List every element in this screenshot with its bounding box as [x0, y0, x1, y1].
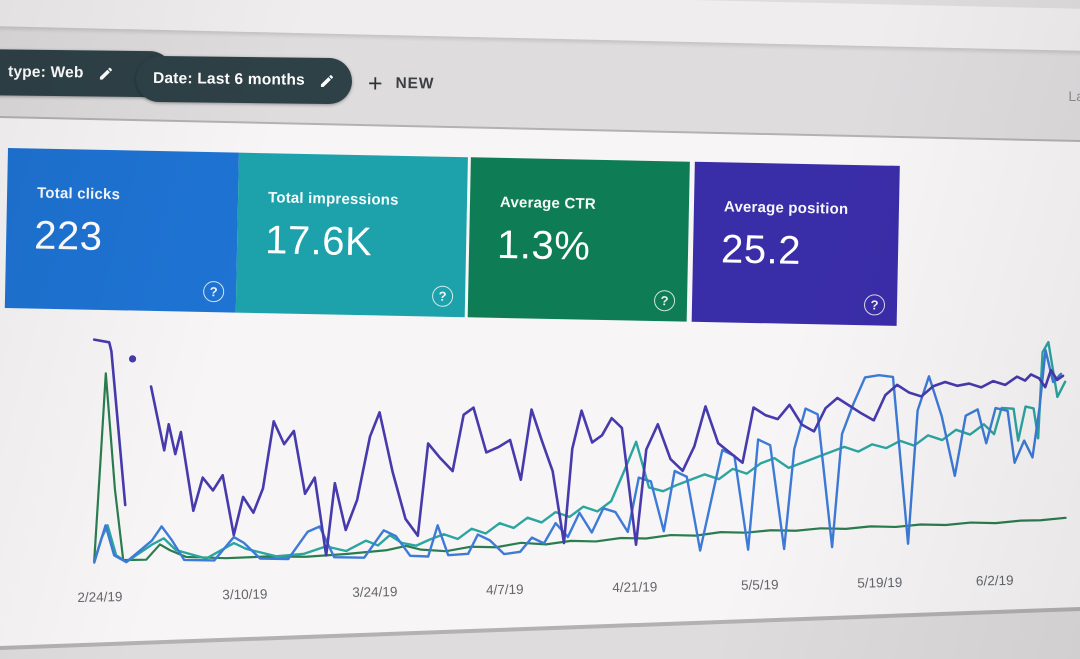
card-label: Total clicks: [36, 184, 121, 204]
series-line-average-position: [92, 338, 127, 507]
date-filter-chip[interactable]: Date: Last 6 months: [135, 55, 353, 105]
card-value: 25.2: [720, 227, 802, 273]
x-axis-label: 3/10/19: [222, 586, 268, 603]
series-line-average-ctr: [93, 372, 1067, 562]
series-line-total-impressions: [93, 340, 1067, 564]
x-axis-label: 5/19/19: [857, 574, 903, 591]
data-point-dot: [128, 355, 137, 363]
x-axis-label: 6/2/19: [975, 572, 1014, 589]
x-axis-label: 4/7/19: [485, 581, 524, 598]
partial-top-right-text: La: [1068, 88, 1080, 104]
total-impressions-card[interactable]: Total impressions 17.6K ?: [235, 152, 468, 318]
search-type-filter-label: type: Web: [7, 63, 84, 82]
card-label: Average CTR: [499, 193, 597, 213]
new-filter-button[interactable]: + NEW: [362, 64, 441, 105]
x-axis-label: 2/24/19: [77, 589, 123, 605]
total-clicks-card[interactable]: Total clicks 223 ?: [4, 148, 239, 313]
performance-chart[interactable]: 2/24/19 3/10/19 3/24/19 4/7/19 4/21/19 5/5/19…: [72, 312, 1080, 620]
series-line-total-clicks: [93, 348, 1063, 564]
date-filter-label: Date: Last 6 months: [152, 69, 306, 89]
series-line-average-position: [149, 368, 1065, 557]
metric-cards-row: Total clicks 223 ? Total impressions 17.…: [4, 148, 900, 326]
new-filter-label: NEW: [395, 74, 435, 93]
help-icon[interactable]: ?: [431, 285, 454, 307]
x-axis-label: 4/21/19: [612, 579, 658, 596]
average-position-card[interactable]: Average position 25.2 ?: [691, 161, 900, 326]
help-icon[interactable]: ?: [202, 280, 225, 303]
x-axis-label: 3/24/19: [352, 584, 398, 600]
x-axis-label: 5/5/19: [740, 577, 779, 593]
edit-pencil-icon[interactable]: [97, 66, 113, 82]
help-icon[interactable]: ?: [653, 289, 676, 312]
card-value: 17.6K: [264, 218, 373, 265]
help-icon[interactable]: ?: [863, 294, 886, 316]
search-type-filter-chip[interactable]: type: Web: [0, 48, 174, 98]
plus-icon: +: [367, 69, 383, 98]
average-ctr-card[interactable]: Average CTR 1.3% ?: [467, 157, 690, 322]
card-value: 1.3%: [496, 222, 591, 269]
edit-pencil-icon[interactable]: [319, 73, 335, 89]
card-value: 223: [33, 213, 103, 259]
card-label: Total impressions: [267, 189, 399, 209]
performance-chart-svg[interactable]: [72, 312, 1076, 582]
card-label: Average position: [723, 198, 849, 218]
top-band: [0, 0, 1080, 52]
